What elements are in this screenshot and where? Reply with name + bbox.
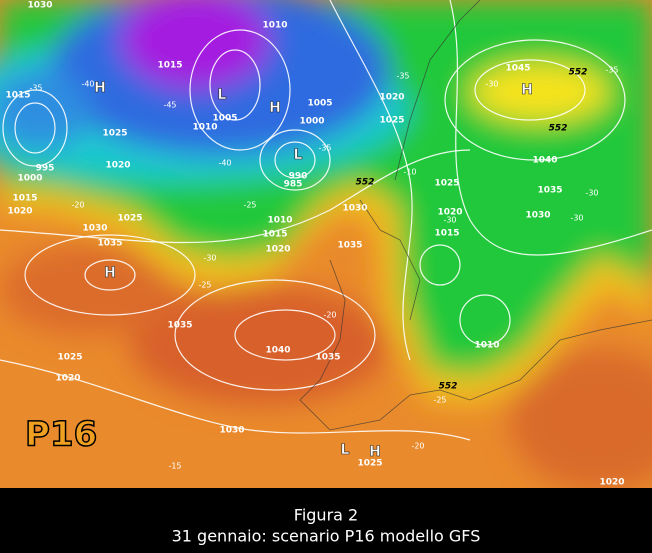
pressure-label: 1020 <box>379 93 404 103</box>
caption-title: Figura 2 <box>294 506 358 525</box>
temperature-label: -20 <box>323 311 336 320</box>
temperature-label: -20 <box>71 201 84 210</box>
temperature-label: -25 <box>243 201 256 210</box>
pressure-label: 1020 <box>265 245 290 255</box>
pressure-label: 1020 <box>437 208 462 218</box>
coastlines <box>299 0 652 431</box>
pressure-label: 1010 <box>474 341 499 351</box>
temperature-label: -30 <box>585 189 598 198</box>
pressure-label: 1030 <box>342 204 367 214</box>
caption-band <box>0 488 652 553</box>
height-label: 552 <box>549 124 568 134</box>
temperature-label: -30 <box>443 216 456 225</box>
pressure-label: 1025 <box>102 129 127 139</box>
pressure-label: 1025 <box>379 116 404 126</box>
pressure-label: 1015 <box>157 61 182 71</box>
pressure-label: 1025 <box>57 353 82 363</box>
pressure-center: L <box>218 87 227 103</box>
temperature-label: -45 <box>163 101 176 110</box>
map <box>0 0 652 488</box>
temperature-label: -10 <box>403 168 416 177</box>
pressure-center: L <box>294 147 303 163</box>
pressure-label: 1015 <box>12 194 37 204</box>
temperature-label: -35 <box>605 66 618 75</box>
pressure-label: 1015 <box>5 91 30 101</box>
pressure-label: 1025 <box>434 179 459 189</box>
pressure-label: 1030 <box>82 224 107 234</box>
temperature-label: -30 <box>203 254 216 263</box>
height-label: 552 <box>569 68 588 78</box>
pressure-label: 1035 <box>537 186 562 196</box>
pressure-label: 1035 <box>337 241 362 251</box>
temperature-label: -35 <box>396 72 409 81</box>
isobars <box>0 0 652 441</box>
pressure-label: 1005 <box>212 114 237 124</box>
temperature-label: -15 <box>168 462 181 471</box>
pressure-label: 1035 <box>97 239 122 249</box>
pressure-center: L <box>341 442 350 458</box>
temperature-label: -20 <box>411 442 424 451</box>
pressure-center: H <box>104 265 116 281</box>
pressure-label: 1010 <box>262 21 287 31</box>
pressure-center: H <box>94 80 106 96</box>
pressure-label: 1030 <box>219 426 244 436</box>
pressure-label: 1000 <box>17 174 42 184</box>
pressure-label: 1035 <box>167 321 192 331</box>
pressure-label: 1015 <box>434 229 459 239</box>
pressure-label: 1030 <box>525 211 550 221</box>
temperature-label: -40 <box>81 80 94 89</box>
pressure-label: 1040 <box>532 156 557 166</box>
height-label: 552 <box>356 178 375 188</box>
pressure-label: 1025 <box>117 214 142 224</box>
pressure-label: 1045 <box>505 64 530 74</box>
pressure-label: 1040 <box>265 346 290 356</box>
caption-text: 31 gennaio: scenario P16 modello GFS <box>172 527 481 546</box>
pressure-center: H <box>269 100 281 116</box>
temperature-label: -25 <box>198 281 211 290</box>
pressure-center: H <box>369 444 381 460</box>
pressure-label: 1010 <box>192 123 217 133</box>
pressure-label: 1030 <box>27 1 52 11</box>
pressure-label: 995 <box>36 164 55 174</box>
pressure-center: H <box>521 82 533 98</box>
temperature-label: -25 <box>433 396 446 405</box>
pressure-label: 1020 <box>599 478 624 488</box>
pressure-label: 1010 <box>267 216 292 226</box>
height-label: 552 <box>439 382 458 392</box>
pressure-label: 1025 <box>357 459 382 469</box>
pressure-label: 1020 <box>105 161 130 171</box>
pressure-label: 1005 <box>307 99 332 109</box>
pressure-label: 1035 <box>315 353 340 363</box>
pressure-label: 1015 <box>262 230 287 240</box>
pressure-label: 990 <box>289 172 308 182</box>
temperature-label: -30 <box>485 80 498 89</box>
pressure-label: 1000 <box>299 117 324 127</box>
temperature-label: -40 <box>218 159 231 168</box>
pressure-label: 1020 <box>55 374 80 384</box>
pressure-label: 985 <box>284 180 303 190</box>
temperature-label: -35 <box>29 84 42 93</box>
panel-label: P16 <box>25 415 97 455</box>
temperature-label: -35 <box>318 144 331 153</box>
temperature-label: -30 <box>570 214 583 223</box>
pressure-label: 1020 <box>7 207 32 217</box>
